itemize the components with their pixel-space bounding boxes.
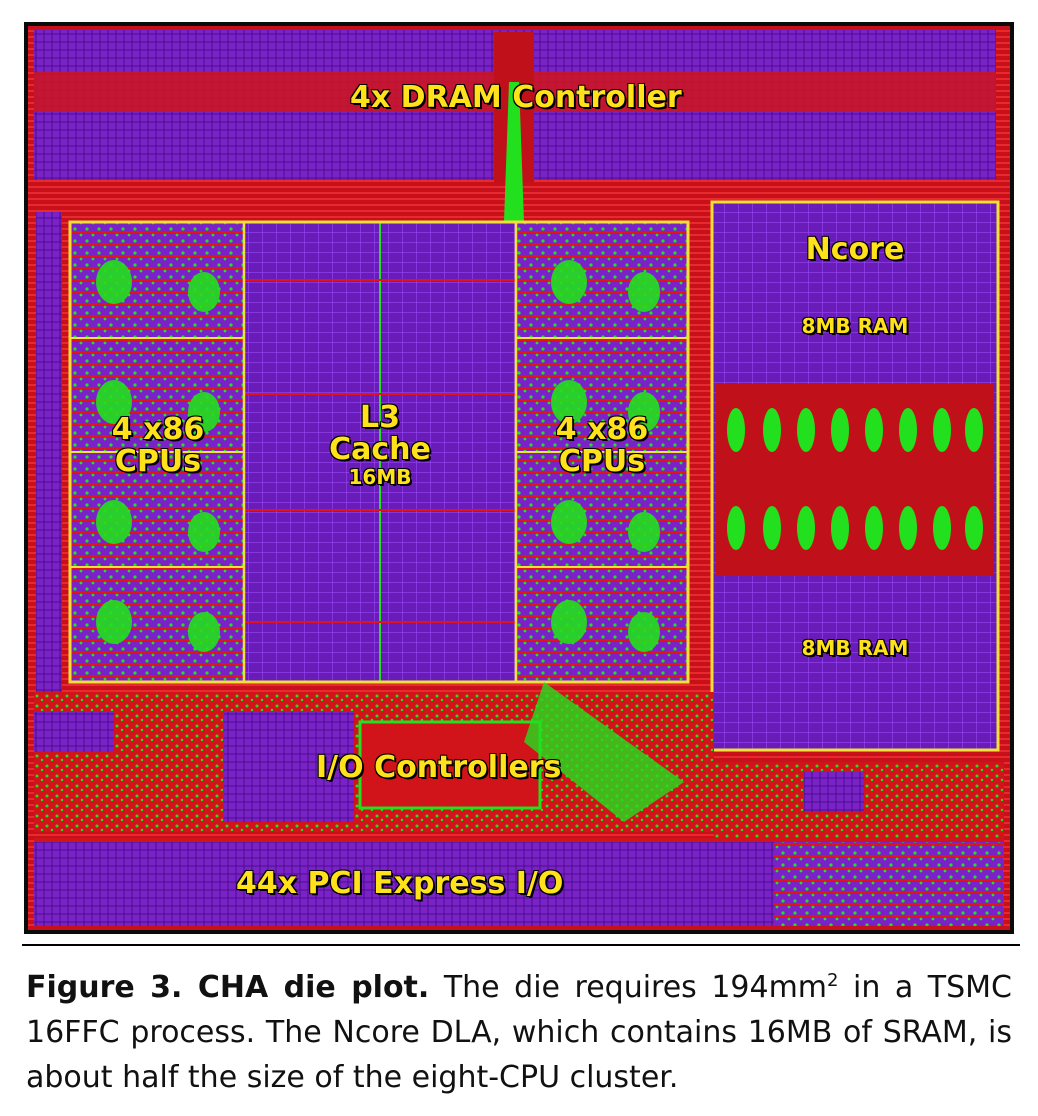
ram-bottom-label: 8MB RAM <box>801 636 909 660</box>
dram-controller-label: 4x DRAM Controller <box>350 80 682 115</box>
die-plot: 4x DRAM Controller 4 x86 CPUs L3 Cache 1… <box>24 22 1014 934</box>
l3-cache-label: L3 Cache 16MB <box>320 402 440 488</box>
cpus-right-line2: CPUs <box>558 443 646 479</box>
io-controllers-label: I/O Controllers <box>316 750 562 785</box>
l3-line2: Cache <box>329 431 431 467</box>
caption-divider <box>22 944 1020 946</box>
cpus-left-label: 4 x86 CPUs <box>106 414 210 477</box>
cpus-left-line2: CPUs <box>114 443 202 479</box>
caption-text-a: The die requires 194mm <box>429 970 828 1005</box>
die-layout-graphic <box>28 26 1010 930</box>
cpus-right-label: 4 x86 CPUs <box>550 414 654 477</box>
ncore-label: Ncore <box>805 232 905 267</box>
pci-express-label: 44x PCI Express I/O <box>236 866 564 901</box>
figure-caption: Figure 3. CHA die plot. The die requires… <box>26 958 1012 1100</box>
caption-text-b: in a TSMC 16FFC process. The Ncore DLA, … <box>26 970 1012 1095</box>
caption-title: Figure 3. CHA die plot. <box>26 970 430 1005</box>
cpus-right-line1: 4 x86 <box>555 412 649 447</box>
l3-line3: 16MB <box>348 465 412 489</box>
caption-superscript: 2 <box>827 970 839 991</box>
cpus-left-line1: 4 x86 <box>111 412 205 447</box>
l3-line1: L3 <box>360 400 400 435</box>
ram-top-label: 8MB RAM <box>801 314 909 338</box>
